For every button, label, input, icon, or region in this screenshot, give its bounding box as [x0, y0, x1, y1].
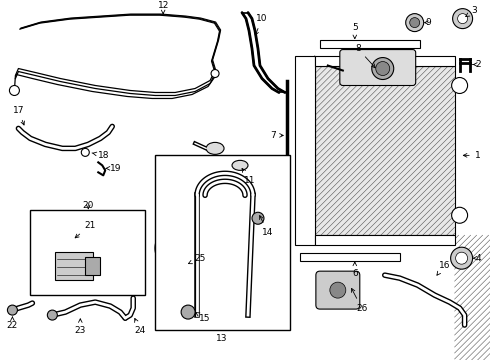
Bar	[295, 55, 315, 245]
Bar	[315, 55, 455, 66]
Text: 16: 16	[437, 261, 450, 275]
Text: 3: 3	[466, 6, 477, 17]
Bar	[155, 156, 290, 330]
FancyBboxPatch shape	[340, 50, 416, 85]
Circle shape	[211, 69, 219, 77]
Text: 2: 2	[473, 60, 481, 69]
Ellipse shape	[232, 160, 248, 170]
Text: 20: 20	[83, 201, 94, 210]
Text: 12: 12	[157, 1, 169, 14]
Circle shape	[48, 310, 57, 320]
Circle shape	[81, 148, 89, 156]
Text: 6: 6	[352, 262, 358, 278]
Text: 17: 17	[13, 106, 24, 125]
Text: 11: 11	[242, 168, 256, 185]
Circle shape	[451, 247, 472, 269]
Text: 21: 21	[75, 221, 96, 238]
Bar	[85, 257, 100, 275]
Bar	[315, 235, 455, 245]
Circle shape	[7, 305, 18, 315]
Bar	[55, 252, 93, 280]
Circle shape	[452, 207, 467, 223]
Text: 9: 9	[425, 18, 432, 27]
FancyBboxPatch shape	[316, 271, 360, 309]
Text: 22: 22	[7, 317, 18, 329]
Bar	[315, 66, 455, 235]
Text: 26: 26	[351, 288, 368, 312]
Circle shape	[330, 282, 346, 298]
Text: 23: 23	[74, 319, 86, 334]
Bar	[300, 253, 400, 261]
Circle shape	[410, 18, 419, 28]
Circle shape	[252, 212, 264, 224]
Circle shape	[9, 85, 20, 95]
Circle shape	[452, 77, 467, 94]
Text: 7: 7	[270, 131, 283, 140]
Circle shape	[181, 305, 195, 319]
Circle shape	[456, 252, 467, 264]
Bar	[320, 40, 419, 48]
Ellipse shape	[206, 143, 224, 154]
Text: 24: 24	[135, 319, 146, 334]
Text: 10: 10	[255, 14, 268, 35]
Text: 25: 25	[189, 254, 206, 264]
Circle shape	[453, 9, 472, 28]
Bar	[30, 210, 145, 295]
Text: 5: 5	[352, 23, 358, 39]
Text: 18: 18	[92, 151, 109, 160]
Circle shape	[372, 58, 394, 80]
Text: 13: 13	[216, 333, 228, 342]
Circle shape	[458, 14, 467, 24]
Text: 15: 15	[196, 312, 211, 323]
Text: 4: 4	[473, 254, 481, 263]
Text: 14: 14	[260, 216, 273, 237]
Text: 8: 8	[355, 44, 375, 68]
Circle shape	[406, 14, 424, 32]
Text: 19: 19	[106, 164, 121, 173]
Text: 1: 1	[464, 151, 481, 160]
Circle shape	[376, 62, 390, 76]
